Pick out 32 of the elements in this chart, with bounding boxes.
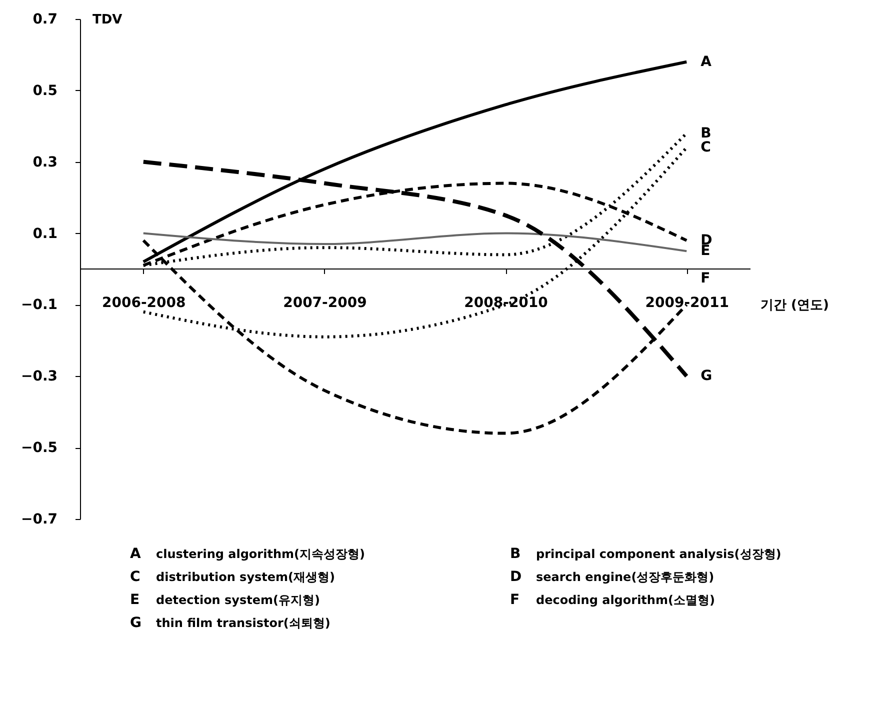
series-label: F	[700, 270, 710, 287]
y-tick-label: −0.1	[20, 297, 58, 314]
y-tick-label: 0.7	[32, 12, 58, 28]
text: B	[510, 546, 521, 562]
text: A	[130, 546, 141, 562]
text: decoding algorithm(소멸형)	[536, 593, 715, 607]
x-tick-label: 2007-2009	[283, 295, 367, 311]
y-tick-label: 0.5	[32, 82, 58, 99]
text: F	[510, 592, 520, 608]
y-tick-label: −0.3	[20, 368, 58, 385]
text: clustering algorithm(지속성장형)	[156, 547, 365, 561]
series-label: A	[700, 54, 712, 70]
text: principal component analysis(성장형)	[536, 547, 782, 561]
text: detection system(유지형)	[156, 593, 320, 607]
y-tick-label: 0.3	[32, 154, 58, 170]
x-axis-title: 기간 (연도)	[760, 298, 829, 313]
y-tick-label: 0.1	[32, 226, 58, 242]
x-tick-label: 2006-2008	[102, 295, 186, 311]
text: D	[510, 569, 522, 585]
y-tick-label: −0.5	[20, 440, 58, 456]
series-label: G	[700, 368, 712, 384]
text: search engine(성장후둔화형)	[536, 570, 714, 584]
text: E	[130, 592, 140, 608]
y-tick-label: −0.7	[20, 512, 58, 528]
text: G	[130, 615, 142, 631]
x-tick-label: 2009-2011	[645, 295, 729, 311]
text: distribution system(재생형)	[156, 570, 336, 584]
series-label: B	[700, 125, 712, 142]
series-label: C	[700, 140, 711, 156]
text: thin film transistor(쇠퇴형)	[156, 616, 330, 630]
y-axis-title: TDV	[92, 12, 122, 28]
text: C	[130, 569, 140, 585]
